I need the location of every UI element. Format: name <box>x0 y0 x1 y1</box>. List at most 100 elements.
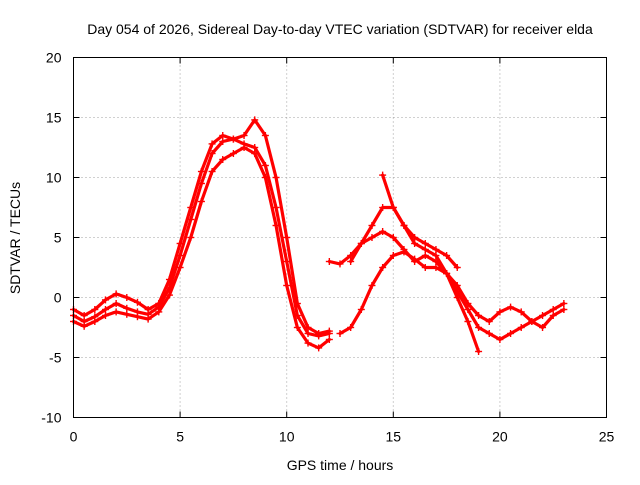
data-point <box>315 344 323 352</box>
data-point <box>347 252 355 259</box>
y-axis-label: SDTVAR / TECUs <box>7 182 23 294</box>
data-point <box>304 339 312 347</box>
data-point <box>368 282 376 289</box>
y-tick-label: 15 <box>46 110 62 126</box>
series-trace-g <box>381 173 459 270</box>
data-point <box>368 234 376 241</box>
data-point <box>464 306 472 313</box>
data-point <box>443 252 451 259</box>
data-point <box>549 312 557 319</box>
data-point <box>453 264 461 271</box>
data-point <box>283 282 291 289</box>
data-point <box>539 312 547 319</box>
data-point <box>315 332 323 340</box>
data-point <box>475 324 483 331</box>
x-tick-label: 15 <box>386 429 402 445</box>
data-point <box>549 306 557 313</box>
chart-title: Day 054 of 2026, Sidereal Day-to-day VTE… <box>87 21 593 37</box>
data-point <box>229 135 237 143</box>
data-point <box>379 171 387 179</box>
data-point <box>80 312 88 319</box>
data-points <box>70 116 568 355</box>
data-point <box>176 240 184 247</box>
data-point <box>528 318 536 325</box>
plot-frame <box>73 57 607 418</box>
data-point <box>464 318 472 325</box>
x-tick-label: 25 <box>599 429 615 445</box>
x-tick-label: 5 <box>176 429 184 445</box>
data-point <box>347 258 355 265</box>
data-point <box>144 306 152 313</box>
y-tick-label: 20 <box>46 50 62 66</box>
data-point <box>336 330 344 337</box>
data-point <box>251 144 259 151</box>
data-point <box>432 258 440 265</box>
data-point <box>421 252 429 259</box>
data-point <box>464 300 472 307</box>
series-trace-c <box>71 145 331 350</box>
data-point <box>347 324 355 331</box>
data-point <box>80 322 88 330</box>
data-point <box>155 308 163 316</box>
y-tick-label: -10 <box>41 410 61 426</box>
data-point <box>208 140 216 148</box>
data-point <box>421 246 429 253</box>
series-trace-e <box>338 250 566 336</box>
data-point <box>176 264 184 271</box>
y-tick-label: 0 <box>54 290 62 306</box>
data-point <box>240 132 248 139</box>
x-tick-label: 0 <box>70 429 78 445</box>
data-point <box>197 168 205 175</box>
data-point <box>187 234 195 241</box>
data-point <box>400 222 408 229</box>
data-point <box>507 303 515 311</box>
data-point <box>411 234 419 241</box>
data-point <box>379 228 387 235</box>
data-point <box>389 252 397 259</box>
data-point <box>219 156 227 163</box>
data-point <box>165 276 173 283</box>
data-point <box>379 264 387 271</box>
x-tick-label: 20 <box>492 429 508 445</box>
data-point <box>432 246 440 253</box>
data-point <box>325 330 333 337</box>
data-point <box>123 304 131 312</box>
data-point <box>91 306 99 313</box>
data-point <box>101 306 109 313</box>
data-point <box>123 294 131 301</box>
data-point <box>101 296 109 304</box>
data-point <box>560 306 568 313</box>
data-point <box>219 138 227 145</box>
data-point <box>251 150 259 157</box>
data-point <box>475 312 483 319</box>
data-point <box>517 308 525 316</box>
data-point <box>165 291 173 299</box>
data-point <box>155 300 163 307</box>
data-point <box>293 324 301 331</box>
data-point <box>304 330 312 337</box>
data-point <box>272 204 280 211</box>
data-point <box>475 348 483 355</box>
data-point <box>443 270 451 277</box>
data-point <box>507 330 515 337</box>
data-point <box>389 204 397 211</box>
data-point <box>283 258 291 265</box>
data-point <box>208 168 216 175</box>
data-point <box>453 294 461 301</box>
y-tick-label: 10 <box>46 170 62 186</box>
data-point <box>389 234 397 241</box>
data-point <box>432 252 440 259</box>
data-point <box>261 132 269 139</box>
x-axis-label: GPS time / hours <box>287 457 394 473</box>
data-point <box>411 258 419 265</box>
data-point <box>357 306 365 313</box>
data-point <box>421 240 429 247</box>
y-tick-label: 5 <box>54 230 62 246</box>
data-point <box>133 298 141 306</box>
data-point <box>187 204 195 211</box>
data-point <box>219 132 227 139</box>
data-point <box>251 116 259 124</box>
y-tick-label: -5 <box>49 350 62 366</box>
